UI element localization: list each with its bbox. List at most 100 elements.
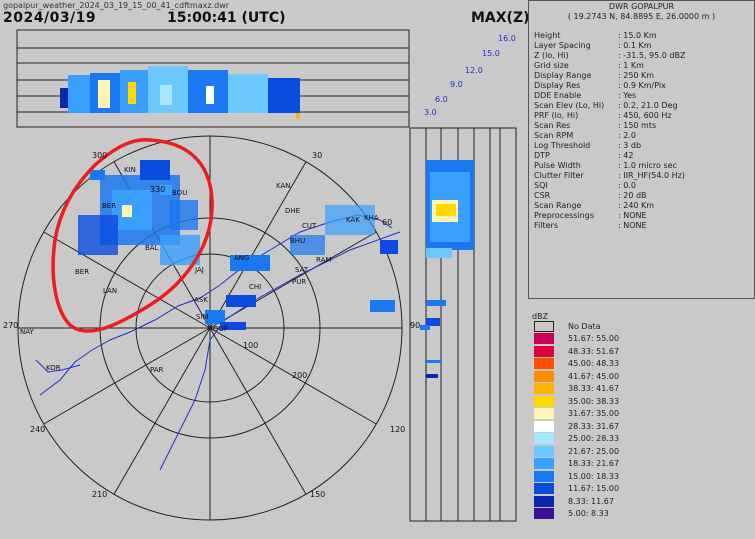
azimuth-label: 270: [3, 321, 18, 330]
legend-swatch: [534, 395, 554, 407]
place-label: CHI: [249, 283, 261, 291]
legend-row: 51.67: 55.00: [534, 333, 619, 345]
place-label: KOR: [46, 364, 61, 372]
legend-swatch: [534, 345, 554, 357]
place-label: BHU: [290, 237, 305, 245]
param-label: Height: [534, 31, 561, 40]
legend-label: 15.00: 18.33: [568, 471, 620, 481]
param-row: Scan Res: 150 mts: [534, 121, 656, 130]
param-label: Display Res: [534, 81, 581, 90]
top-echoes: [60, 66, 300, 119]
place-label: NAY: [20, 328, 34, 336]
legend-row: 28.33: 31.67: [534, 420, 619, 433]
param-label: Layer Spacing: [534, 41, 591, 50]
param-row: Pulse Width: 1.0 micro sec: [534, 161, 677, 170]
param-row: Grid size: 1 Km: [534, 61, 644, 70]
legend-swatch: [534, 458, 554, 469]
height-label: 9.0: [450, 80, 463, 89]
side-section-frame: [409, 127, 517, 522]
azimuth-label: 120: [390, 425, 405, 434]
place-label: GOP: [213, 325, 228, 333]
azimuth-spoke: [209, 327, 307, 495]
legend-label: 31.67: 35.00: [568, 409, 620, 418]
legend-swatch: [534, 321, 554, 332]
place-label: KAK: [346, 216, 360, 224]
radar-plot[interactable]: 16.0 15.0 12.09.06.0 3.0: [0, 0, 528, 539]
time-label: 15:00:41 (UTC): [167, 10, 286, 26]
param-value: : 1 Km: [618, 61, 644, 70]
param-value: : IIR_HF(54.0 Hz): [618, 171, 685, 180]
place-label: ASK: [194, 296, 208, 304]
legend-swatch: [534, 470, 554, 482]
param-row: Clutter Filter : IIR_HF(54.0 Hz): [534, 171, 685, 180]
param-row: PRF (lo, Hi) : 450, 600 Hz: [534, 111, 672, 120]
height-label: 3.0: [424, 108, 437, 117]
legend-row: 45.00: 48.33: [534, 358, 619, 370]
azimuth-spoke: [43, 231, 211, 329]
place-label: BOU: [172, 189, 187, 197]
place-label: BER: [75, 268, 89, 276]
param-label: CSR: [534, 191, 551, 200]
legend-row: 21.67: 25.00: [534, 445, 620, 458]
param-value: : 15.0 Km: [618, 31, 657, 40]
legend-label: 41.67: 45.00: [568, 371, 620, 381]
legend-label: 21.67: 25.00: [568, 446, 620, 456]
param-value: : 0.9 Km/Pix: [618, 81, 666, 90]
azimuth-label: 210: [92, 490, 107, 499]
param-label: Pulse Width: [534, 161, 581, 170]
azimuth-label: 90: [410, 321, 420, 330]
param-row: SQI: 0.0: [534, 181, 636, 190]
place-label: KAN: [276, 182, 291, 190]
place-label: SIM: [196, 313, 209, 321]
legend-row: 48.33: 51.67: [534, 345, 619, 358]
param-label: Preprocessings: [534, 211, 594, 220]
param-label: DTP: [534, 151, 550, 160]
param-value: : 3 db: [618, 141, 642, 150]
param-label: Display Range: [534, 71, 592, 80]
param-label: PRF (lo, Hi): [534, 111, 579, 120]
param-row: DDE Enable: Yes: [534, 91, 636, 100]
param-value: : 240 Km: [618, 201, 655, 210]
param-label: Scan Elev (Lo, Hi): [534, 101, 605, 110]
legend-title: dBZ: [532, 312, 549, 321]
legend-label: 25.00: 28.33: [568, 434, 620, 443]
param-row: CSR: 20 dB: [534, 191, 647, 200]
param-label: Clutter Filter: [534, 171, 584, 180]
param-row: Scan Elev (Lo, Hi): 0.2, 21.0 Deg: [534, 101, 678, 110]
azimuth-label: 240: [30, 425, 45, 434]
legend-no-data: No Data: [534, 321, 601, 333]
legend-label: 8.33: 11.67: [568, 496, 614, 506]
station-coords: ( 19.2743 N, 84.8895 E, 26.0000 m ): [567, 12, 716, 21]
param-label: Scan Range: [534, 201, 582, 210]
legend-row: 5.00: 8.33: [534, 508, 609, 520]
param-row: Z (lo, Hi): -31.5, 95.0 dBZ: [534, 51, 685, 60]
azimuth-label: 30: [312, 151, 322, 160]
azimuth-label: 300: [92, 151, 107, 160]
param-value: : Yes: [618, 91, 637, 100]
param-row: Scan Range : 240 Km: [534, 201, 654, 210]
param-label: SQI: [534, 181, 548, 190]
azimuth-spoke: [209, 327, 377, 425]
legend-label: 51.67: 55.00: [568, 334, 620, 343]
param-label: Z (lo, Hi): [534, 51, 569, 60]
place-label: BER: [102, 202, 116, 210]
range-ring-label: 100: [243, 341, 258, 350]
place-label: BAL: [145, 244, 159, 252]
legend-row: 11.67: 15.00: [534, 483, 619, 495]
param-value: : 42: [618, 151, 634, 160]
param-value: : 450, 600 Hz: [618, 111, 672, 120]
legend-row: 18.33: 21.67: [534, 458, 619, 470]
product-label: MAX(Z): [471, 10, 530, 26]
place-label: LAN: [103, 287, 117, 295]
param-value: : NONE: [618, 221, 647, 230]
param-row: Display Range: 250 Km: [534, 71, 654, 80]
date-label: 2024/03/19: [3, 10, 97, 26]
legend-row: 38.33: 41.67: [534, 383, 619, 395]
top-section-frame: [16, 29, 410, 128]
legend-swatch: [534, 495, 554, 507]
place-label: KHA: [364, 214, 379, 222]
height-label: 15.0: [482, 49, 500, 58]
place-label: RAM: [316, 256, 331, 264]
place-label: DHE: [285, 207, 300, 215]
place-label: SAT: [295, 266, 309, 274]
